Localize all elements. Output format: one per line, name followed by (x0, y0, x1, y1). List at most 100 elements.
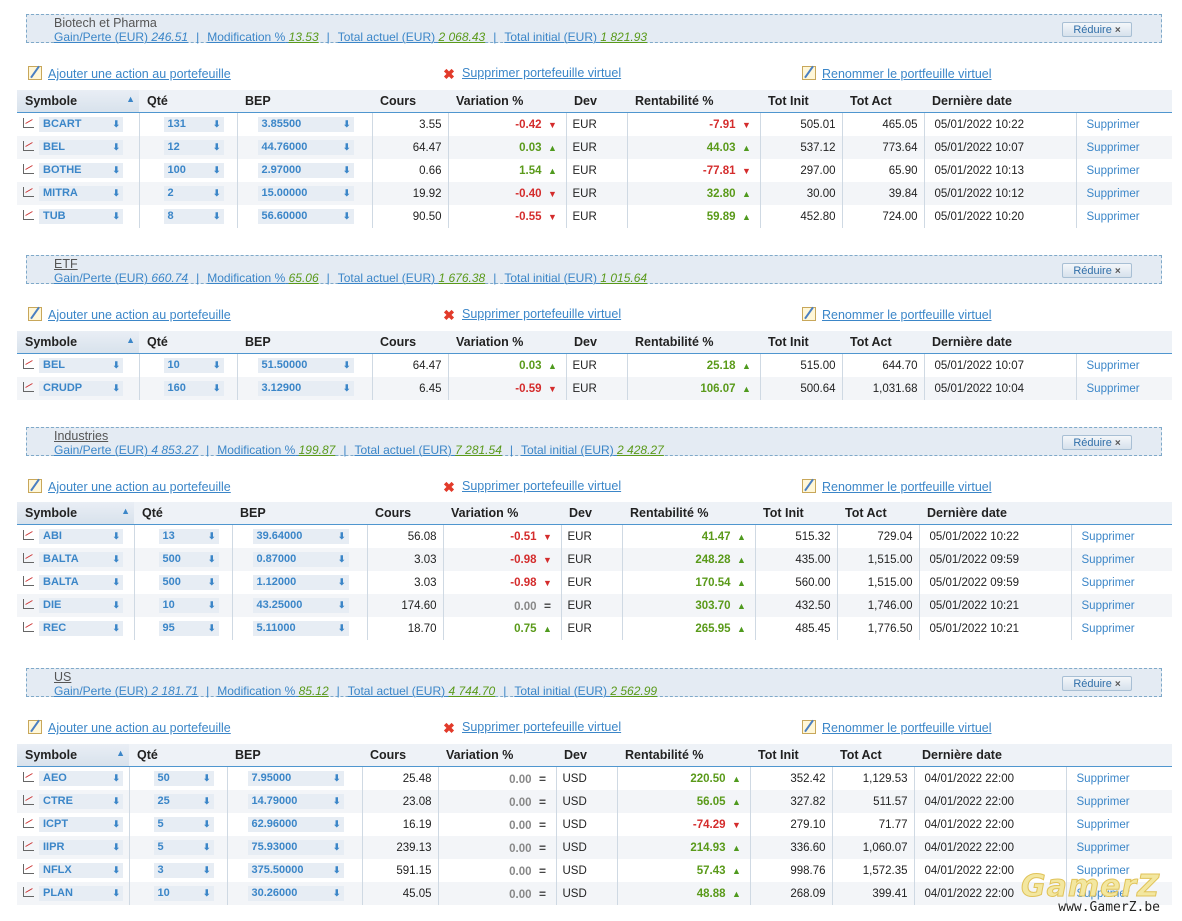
symbol-select[interactable]: BEL ⬇ (39, 140, 123, 155)
symbol-select[interactable]: BEL ⬇ (39, 358, 123, 373)
qty-input[interactable]: 8 ⬇ (163, 209, 224, 224)
symbol-select[interactable]: PLAN ⬇ (39, 886, 123, 901)
bep-input[interactable]: 44.76000 ⬇ (257, 140, 354, 155)
bep-input[interactable]: 375.50000 ⬇ (247, 863, 344, 878)
summary-gain-loss-link[interactable]: Gain/Perte (EUR) 4 853.27 (54, 443, 198, 457)
chart-icon[interactable] (23, 530, 34, 540)
qty-input[interactable]: 95 ⬇ (158, 621, 219, 636)
chart-icon[interactable] (23, 164, 34, 174)
delete-row-link[interactable]: Supprimer (1076, 772, 1130, 785)
qty-input[interactable]: 500 ⬇ (158, 552, 219, 567)
symbol-select[interactable]: REC ⬇ (39, 621, 123, 636)
delete-row-link[interactable]: Supprimer (1081, 530, 1135, 543)
delete-row-link[interactable]: Supprimer (1076, 887, 1130, 900)
qty-input[interactable]: 131 ⬇ (163, 117, 224, 132)
bep-input[interactable]: 1.12000 ⬇ (252, 575, 349, 590)
summary-total-initial-link[interactable]: Total initial (EUR) 2 562.99 (514, 684, 657, 698)
chart-icon[interactable] (23, 622, 34, 632)
bep-input[interactable]: 43.25000 ⬇ (252, 598, 349, 613)
column-header[interactable]: Symbole ▲ (17, 90, 139, 113)
qty-input[interactable]: 50 ⬇ (153, 771, 214, 786)
chart-icon[interactable] (23, 382, 34, 392)
delete-row-link[interactable]: Supprimer (1076, 841, 1130, 854)
symbol-select[interactable]: TUB ⬇ (39, 209, 123, 224)
chart-icon[interactable] (23, 818, 34, 828)
symbol-select[interactable]: IIPR ⬇ (39, 840, 123, 855)
delete-row-link[interactable]: Supprimer (1081, 599, 1135, 612)
symbol-select[interactable]: DIE ⬇ (39, 598, 123, 613)
rename-portfolio-link[interactable]: Renommer le portfeuille virtuel (802, 720, 992, 735)
chart-icon[interactable] (23, 118, 34, 128)
delete-portfolio-link[interactable]: ✖ Supprimer portefeuille virtuel (442, 307, 621, 322)
summary-gain-loss-link[interactable]: Gain/Perte (EUR) 660.74 (54, 271, 188, 285)
chart-icon[interactable] (23, 841, 34, 851)
symbol-select[interactable]: BCART ⬇ (39, 117, 123, 132)
bep-input[interactable]: 3.12900 ⬇ (257, 381, 354, 396)
chart-icon[interactable] (23, 210, 34, 220)
column-header[interactable]: Symbole ▲ (17, 502, 134, 525)
qty-input[interactable]: 12 ⬇ (163, 140, 224, 155)
delete-row-link[interactable]: Supprimer (1086, 164, 1140, 177)
summary-gain-loss-link[interactable]: Gain/Perte (EUR) 2 181.71 (54, 684, 198, 698)
summary-total-current-link[interactable]: Total actuel (EUR) 4 744.70 (348, 684, 495, 698)
bep-input[interactable]: 75.93000 ⬇ (247, 840, 344, 855)
delete-portfolio-link[interactable]: ✖ Supprimer portefeuille virtuel (442, 720, 621, 735)
qty-input[interactable]: 160 ⬇ (163, 381, 224, 396)
symbol-select[interactable]: ICPT ⬇ (39, 817, 123, 832)
bep-input[interactable]: 7.95000 ⬇ (247, 771, 344, 786)
delete-row-link[interactable]: Supprimer (1086, 210, 1140, 223)
qty-input[interactable]: 25 ⬇ (153, 794, 214, 809)
column-header[interactable]: Symbole ▲ (17, 331, 139, 354)
delete-row-link[interactable]: Supprimer (1086, 187, 1140, 200)
symbol-select[interactable]: BALTA ⬇ (39, 575, 123, 590)
symbol-select[interactable]: CRUDP ⬇ (39, 381, 123, 396)
rename-portfolio-link[interactable]: Renommer le portfeuille virtuel (802, 66, 992, 81)
rename-portfolio-link[interactable]: Renommer le portfeuille virtuel (802, 479, 992, 494)
summary-modification-link[interactable]: Modification % 13.53 (207, 30, 318, 44)
chart-icon[interactable] (23, 553, 34, 563)
symbol-select[interactable]: MITRA ⬇ (39, 186, 123, 201)
chart-icon[interactable] (23, 187, 34, 197)
add-action-link[interactable]: Ajouter une action au portefeuille (28, 720, 231, 735)
symbol-select[interactable]: BOTHE ⬇ (39, 163, 123, 178)
qty-input[interactable]: 10 ⬇ (163, 358, 224, 373)
chart-icon[interactable] (23, 359, 34, 369)
qty-input[interactable]: 5 ⬇ (153, 840, 214, 855)
symbol-select[interactable]: AEO ⬇ (39, 771, 123, 786)
bep-input[interactable]: 51.50000 ⬇ (257, 358, 354, 373)
chart-icon[interactable] (23, 887, 34, 897)
delete-row-link[interactable]: Supprimer (1086, 118, 1140, 131)
bep-input[interactable]: 62.96000 ⬇ (247, 817, 344, 832)
bep-input[interactable]: 15.00000 ⬇ (257, 186, 354, 201)
column-header[interactable]: Symbole ▲ (17, 744, 129, 767)
bep-input[interactable]: 56.60000 ⬇ (257, 209, 354, 224)
bep-input[interactable]: 2.97000 ⬇ (257, 163, 354, 178)
qty-input[interactable]: 2 ⬇ (163, 186, 224, 201)
delete-portfolio-link[interactable]: ✖ Supprimer portefeuille virtuel (442, 66, 621, 81)
summary-modification-link[interactable]: Modification % 65.06 (207, 271, 318, 285)
qty-input[interactable]: 3 ⬇ (153, 863, 214, 878)
delete-row-link[interactable]: Supprimer (1076, 818, 1130, 831)
delete-row-link[interactable]: Supprimer (1081, 622, 1135, 635)
delete-row-link[interactable]: Supprimer (1076, 795, 1130, 808)
bep-input[interactable]: 30.26000 ⬇ (247, 886, 344, 901)
summary-modification-link[interactable]: Modification % 85.12 (217, 684, 328, 698)
rename-portfolio-link[interactable]: Renommer le portfeuille virtuel (802, 307, 992, 322)
reduce-button[interactable]: Réduire × (1062, 22, 1132, 37)
add-action-link[interactable]: Ajouter une action au portefeuille (28, 479, 231, 494)
chart-icon[interactable] (23, 795, 34, 805)
qty-input[interactable]: 13 ⬇ (158, 529, 219, 544)
summary-gain-loss-link[interactable]: Gain/Perte (EUR) 246.51 (54, 30, 188, 44)
summary-total-current-link[interactable]: Total actuel (EUR) 2 068.43 (338, 30, 485, 44)
symbol-select[interactable]: CTRE ⬇ (39, 794, 123, 809)
bep-input[interactable]: 5.11000 ⬇ (252, 621, 349, 636)
qty-input[interactable]: 100 ⬇ (163, 163, 224, 178)
qty-input[interactable]: 10 ⬇ (153, 886, 214, 901)
summary-total-initial-link[interactable]: Total initial (EUR) 1 821.93 (504, 30, 647, 44)
bep-input[interactable]: 3.85500 ⬇ (257, 117, 354, 132)
delete-row-link[interactable]: Supprimer (1076, 864, 1130, 877)
delete-portfolio-link[interactable]: ✖ Supprimer portefeuille virtuel (442, 479, 621, 494)
qty-input[interactable]: 10 ⬇ (158, 598, 219, 613)
chart-icon[interactable] (23, 772, 34, 782)
bep-input[interactable]: 39.64000 ⬇ (252, 529, 349, 544)
